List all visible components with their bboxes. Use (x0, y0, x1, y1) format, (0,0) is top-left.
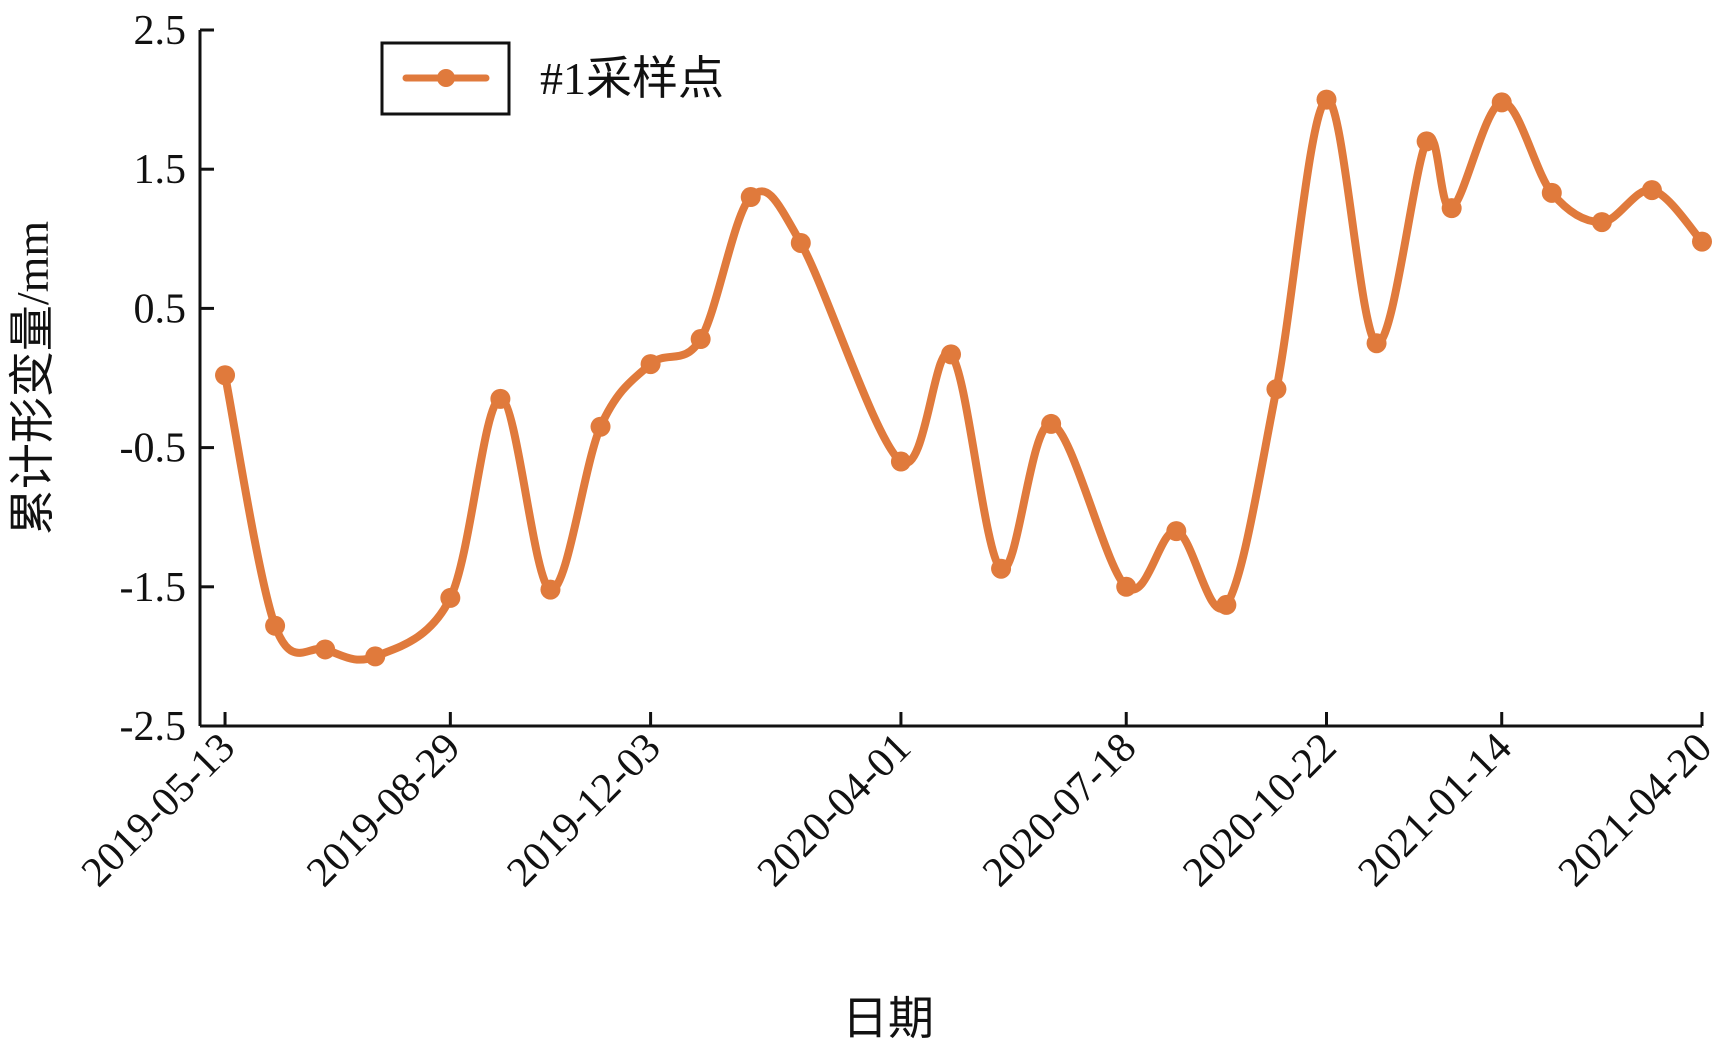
data-point (440, 587, 461, 608)
data-point (265, 615, 286, 636)
data-point (1641, 180, 1662, 201)
y-tick-label: -1.5 (120, 565, 187, 611)
y-tick-label: -2.5 (120, 704, 187, 750)
data-point (690, 329, 711, 350)
data-point (1441, 198, 1462, 219)
data-point (1416, 131, 1437, 152)
y-tick-label: -0.5 (120, 426, 187, 472)
x-tick-label: 2020-07-18 (974, 725, 1145, 896)
data-point (1266, 379, 1287, 400)
data-point (1216, 594, 1237, 615)
y-tick-label: 1.5 (134, 147, 187, 193)
y-axis-title: 累计形变量/mm (7, 221, 58, 536)
data-point (991, 558, 1012, 579)
data-point (490, 388, 511, 409)
x-tick-label: 2020-04-01 (749, 725, 920, 896)
x-tick-label: 2019-05-13 (73, 725, 244, 896)
data-point (315, 639, 336, 660)
x-ticks: 2019-05-13 2019-08-29 2019-12-03 2020-04-01… (73, 712, 1718, 896)
series-line (221, 95, 1706, 664)
data-point (1366, 333, 1387, 354)
y-tick-label: 0.5 (134, 286, 187, 332)
data-point (790, 232, 811, 253)
y-tick-label: 2.5 (134, 8, 187, 54)
x-tick-label: 2021-04-20 (1550, 725, 1718, 896)
data-point (540, 579, 561, 600)
data-point (941, 344, 961, 365)
data-point (590, 416, 611, 437)
data-point (1591, 212, 1612, 233)
x-tick-label: 2021-01-14 (1350, 725, 1521, 896)
data-point (1316, 89, 1337, 110)
x-tick-label: 2019-12-03 (499, 725, 670, 896)
x-tick-label: 2020-10-22 (1174, 725, 1345, 896)
data-point (740, 187, 761, 208)
legend-swatch-marker (437, 69, 455, 87)
data-point (1041, 413, 1062, 434)
data-point (1166, 521, 1187, 542)
x-tick-label: 2019-08-29 (298, 725, 469, 896)
data-point (365, 646, 386, 667)
data-point (640, 354, 661, 375)
data-point (1692, 231, 1712, 252)
x-axis-title: 日期 (842, 993, 934, 1044)
data-point (1541, 182, 1562, 203)
data-point (1491, 92, 1512, 113)
y-ticks: 2.5 1.5 0.5 -0.5 -1.5 -2.5 (120, 8, 214, 750)
series-layer (215, 89, 1712, 667)
legend-label: #1采样点 (540, 53, 724, 104)
axes (198, 30, 1702, 728)
data-point (890, 451, 911, 472)
data-point (1116, 576, 1137, 597)
data-point (215, 365, 236, 386)
legend: #1采样点 (380, 41, 724, 116)
